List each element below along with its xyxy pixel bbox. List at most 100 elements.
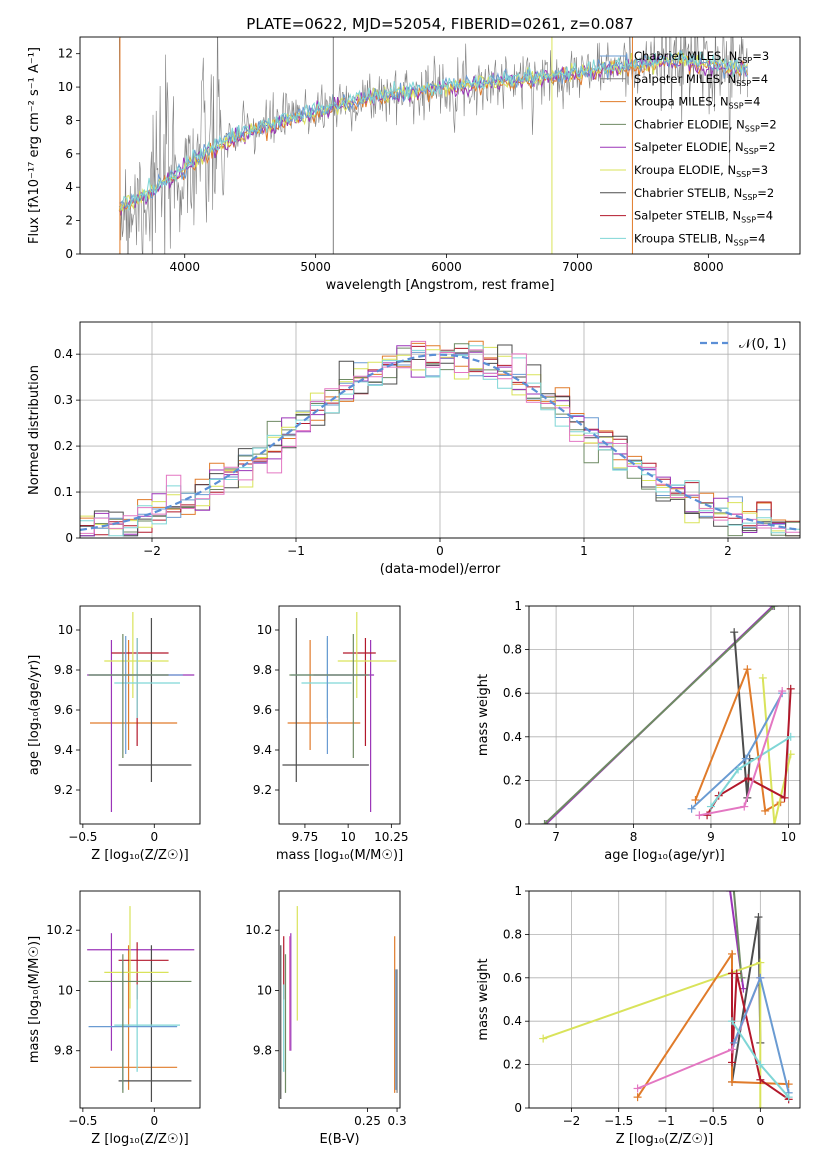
legend-label: Kroupa MILES, NSSP=4 bbox=[634, 95, 760, 111]
x-axis-label: (data-model)/error bbox=[380, 562, 501, 577]
y-tick-label: 10.2 bbox=[245, 923, 272, 937]
legend-label-rest: =4 bbox=[749, 231, 766, 245]
x-tick-label: 7000 bbox=[562, 260, 593, 274]
x-tick-label: 2 bbox=[724, 544, 732, 558]
x-axis-label: Z [log₁₀(Z/Z☉)] bbox=[91, 1132, 188, 1147]
y-axis-label: mass weight bbox=[476, 958, 491, 1040]
y-tick-label: 1 bbox=[514, 884, 522, 898]
plot-area bbox=[118, 37, 749, 254]
x-tick-label: −0.5 bbox=[68, 1114, 97, 1128]
y-tick-label: 9.4 bbox=[253, 743, 272, 757]
plot-area bbox=[282, 612, 397, 812]
x-tick-label: −0.5 bbox=[68, 830, 97, 844]
y-tick-label: 9.8 bbox=[54, 663, 73, 677]
x-tick-label: 9 bbox=[707, 830, 715, 844]
x-tick-label: −2 bbox=[563, 1114, 581, 1128]
y-tick-label: 0.8 bbox=[503, 927, 522, 941]
legend-label: Chabrier STELIB, NSSP=2 bbox=[634, 186, 774, 202]
legend-label-rest: =2 bbox=[757, 186, 774, 200]
legend-subscript: SSP bbox=[737, 56, 752, 65]
legend-label: Salpeter MILES, NSSP=4 bbox=[634, 72, 768, 88]
y-tick-label: 0.2 bbox=[503, 773, 522, 787]
legend-label: Chabrier MILES, NSSP=3 bbox=[634, 49, 769, 65]
y-tick-label: 0.1 bbox=[54, 485, 73, 499]
x-tick-label: −1 bbox=[287, 544, 305, 558]
x-tick-label: 7 bbox=[552, 830, 560, 844]
y-tick-label: 0.2 bbox=[503, 1058, 522, 1072]
histogram-kroupa_miles bbox=[80, 340, 800, 529]
weight-line-chabrier_elodie bbox=[732, 891, 743, 978]
x-tick-label: 10 bbox=[341, 830, 356, 844]
x-tick-label: 0.25 bbox=[354, 1114, 381, 1128]
x-axis-label: Z [log₁₀(Z/Z☉)] bbox=[616, 1132, 713, 1147]
axes-frame bbox=[278, 890, 401, 1109]
y-tick-label: 2 bbox=[65, 214, 73, 228]
x-tick-label: 10 bbox=[781, 830, 796, 844]
x-axis-label: mass [log₁₀(M/M☉)] bbox=[276, 848, 403, 863]
panel-mass_vs_Z: −0.5 0 9.8 10 10.2 Z [log₁₀(Z/Z☉)] mass [log₁₀… bbox=[27, 890, 201, 1147]
y-axis-label: age [log₁₀(age/yr)] bbox=[27, 655, 42, 776]
y-axis-label: mass weight bbox=[476, 674, 491, 756]
y-tick-label: 0 bbox=[514, 817, 522, 831]
y-axis-label: Normed distribution bbox=[27, 365, 42, 495]
y-tick-label: 6 bbox=[65, 147, 73, 161]
y-tick-label: 10 bbox=[58, 80, 73, 94]
legend-subscript: SSP bbox=[729, 102, 744, 111]
plot-area bbox=[280, 906, 398, 1099]
y-tick-label: 8 bbox=[65, 113, 73, 127]
legend-label-rest: =2 bbox=[760, 117, 777, 131]
legend-label: Chabrier ELODIE, NSSP=2 bbox=[634, 117, 777, 133]
x-tick-label: 0 bbox=[436, 544, 444, 558]
legend-label: Salpeter STELIB, NSSP=4 bbox=[634, 209, 773, 225]
legend-subscript: SSP bbox=[741, 216, 756, 225]
legend-subscript: SSP bbox=[736, 79, 751, 88]
axes-frame bbox=[79, 36, 801, 255]
legend-label-rest: =4 bbox=[744, 95, 761, 109]
y-tick-label: 0.2 bbox=[54, 439, 73, 453]
x-tick-label: 0 bbox=[757, 1114, 765, 1128]
legend-subscript: SSP bbox=[742, 193, 757, 202]
x-tick-label: 0.3 bbox=[388, 1114, 407, 1128]
y-tick-label: 10 bbox=[58, 623, 73, 637]
legend-label: Kroupa STELIB, NSSP=4 bbox=[634, 231, 765, 247]
y-axis-label: Flux [fλ10⁻¹⁷ erg cm⁻² s⁻¹ A⁻¹] bbox=[27, 47, 42, 244]
y-tick-label: 10.2 bbox=[46, 923, 73, 937]
plot-area bbox=[80, 340, 800, 537]
y-tick-label: 1 bbox=[514, 599, 522, 613]
x-tick-label: 5000 bbox=[300, 260, 331, 274]
x-tick-label: 10.25 bbox=[374, 830, 408, 844]
observed-spectrum-line bbox=[119, 37, 748, 254]
plot-area bbox=[87, 906, 195, 1102]
axes-frame bbox=[528, 890, 801, 1109]
panel-spectrum: 4000 5000 6000 7000 8000 0 2 4 6 8 10 12 wavelength … bbox=[27, 36, 801, 293]
y-tick-label: 0 bbox=[65, 247, 73, 261]
legend-subscript: SSP bbox=[745, 124, 760, 133]
y-tick-label: 9.8 bbox=[253, 663, 272, 677]
y-tick-label: 9.4 bbox=[54, 743, 73, 757]
y-tick-label: 4 bbox=[65, 180, 73, 194]
x-tick-label: 6000 bbox=[431, 260, 462, 274]
y-tick-label: 0.6 bbox=[503, 686, 522, 700]
x-axis-label: age [log₁₀(age/yr)] bbox=[604, 848, 725, 863]
y-tick-label: 0.4 bbox=[54, 347, 73, 361]
axes-frame bbox=[528, 605, 801, 825]
plot-area bbox=[539, 891, 793, 1108]
legend-subscript: SSP bbox=[744, 147, 759, 156]
legend-label-rest: =3 bbox=[751, 163, 768, 177]
y-tick-label: 0.4 bbox=[503, 730, 522, 744]
model-spectrum-kroupa_stelib bbox=[118, 50, 749, 212]
y-tick-label: 12 bbox=[58, 47, 73, 61]
panel-age_vs_mass: 9.75 10 10.25 9.2 9.4 9.6 9.8 10 mass [log₁₀(M/M… bbox=[253, 605, 409, 863]
y-tick-label: 9.2 bbox=[54, 783, 73, 797]
histogram-pink bbox=[80, 340, 800, 534]
axes-frame bbox=[79, 321, 801, 539]
x-tick-label: −1 bbox=[657, 1114, 675, 1128]
x-tick-label: −1.5 bbox=[604, 1114, 633, 1128]
x-axis-label: Z [log₁₀(Z/Z☉)] bbox=[91, 848, 188, 863]
weight-line-kroupa_elodie bbox=[542, 961, 762, 1108]
y-tick-label: 9.6 bbox=[253, 703, 272, 717]
y-tick-label: 0.6 bbox=[503, 971, 522, 985]
legend-subscript: SSP bbox=[734, 238, 749, 247]
panel-age_vs_Z: −0.5 0 9.2 9.4 9.6 9.8 10 Z [log₁₀(Z/Z☉)] age [l… bbox=[27, 605, 201, 863]
y-tick-label: 9.8 bbox=[54, 1044, 73, 1058]
